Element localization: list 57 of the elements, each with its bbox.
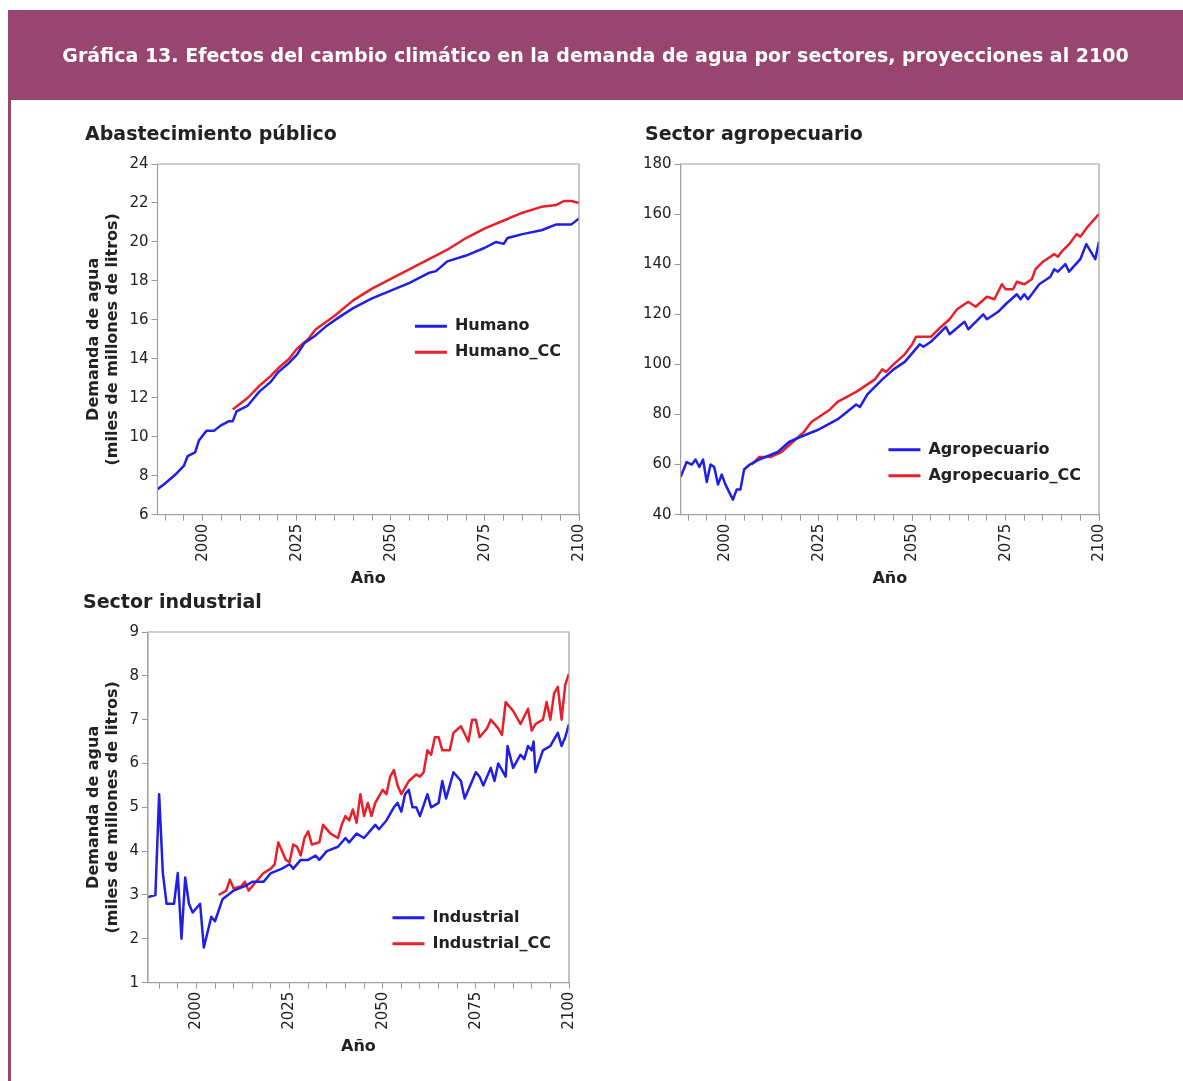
y-tick-label: 8 (129, 665, 139, 684)
y-tick-label: 60 (652, 454, 672, 473)
legend-label: Industrial_CC (432, 932, 551, 952)
x-tick-label: 2075 (474, 523, 493, 562)
x-tick-label: 2025 (286, 523, 305, 562)
x-tick-label: 2075 (995, 523, 1014, 562)
y-tick-label: 20 (129, 231, 149, 250)
y-tick-label: 22 (129, 192, 149, 211)
x-tick-label: 2025 (808, 523, 827, 562)
y-tick-label: 18 (129, 270, 149, 289)
y-tick-label: 7 (129, 709, 139, 728)
y-tick-label: 3 (129, 884, 139, 903)
y-tick-label: 80 (652, 404, 672, 423)
y-tick-label: 140 (642, 254, 672, 273)
y-tick-label: 14 (129, 348, 149, 367)
legend-label: Agropecuario_CC (928, 464, 1081, 484)
x-tick-label: 2100 (558, 991, 577, 1030)
y-axis-title: Demanda de agua (miles de millones de litros) (82, 213, 121, 466)
y-tick-label: 100 (642, 354, 672, 373)
x-axis-title: Año (872, 567, 908, 587)
y-tick-label: 5 (129, 797, 139, 816)
x-tick-label: 2000 (192, 523, 211, 562)
y-tick-label: 120 (642, 304, 672, 323)
x-tick-label: 2100 (1088, 523, 1107, 562)
legend-label: Agropecuario (928, 438, 1050, 458)
x-tick-label: 2050 (902, 523, 921, 562)
y-tick-label: 9 (129, 621, 139, 640)
x-tick-label: 2050 (372, 991, 391, 1030)
legend-label: Humano (454, 315, 530, 335)
y-tick-label: 180 (642, 153, 672, 172)
legend-label: Industrial (432, 906, 520, 926)
y-tick-label: 160 (642, 203, 672, 222)
x-tick-label: 2000 (186, 991, 205, 1030)
x-axis-title: Año (341, 1035, 376, 1055)
y-axis-title: Demanda de agua (miles de millones de litros) (82, 681, 121, 934)
y-tick-label: 6 (138, 504, 149, 523)
x-tick-label: 2000 (715, 523, 734, 562)
y-tick-label: 40 (652, 504, 672, 523)
x-tick-label: 2025 (279, 991, 298, 1030)
y-tick-label: 16 (129, 309, 149, 328)
y-tick-label: 2 (129, 928, 139, 947)
legend-label: Humano_CC (454, 341, 562, 361)
chart-title: Sector industrial (83, 590, 263, 614)
y-tick-label: 10 (129, 426, 149, 445)
y-tick-label: 6 (129, 753, 139, 772)
y-tick-label: 4 (129, 841, 139, 860)
y-tick-label: 1 (129, 972, 139, 991)
chart-title: Abastecimiento público (85, 122, 338, 146)
x-tick-label: 2075 (465, 991, 484, 1030)
y-tick-label: 24 (129, 153, 149, 172)
x-axis-title: Año (350, 567, 386, 587)
text: Gráfica 13. Efectos del cambio climático en la demanda de agua por sectores, proyecciones al 2100 (62, 44, 1129, 66)
y-tick-label: 8 (138, 465, 149, 484)
chart-title: Sector agropecuario (645, 122, 864, 146)
y-tick-label: 12 (129, 387, 149, 406)
x-tick-label: 2100 (568, 523, 587, 562)
x-tick-label: 2050 (380, 523, 399, 562)
